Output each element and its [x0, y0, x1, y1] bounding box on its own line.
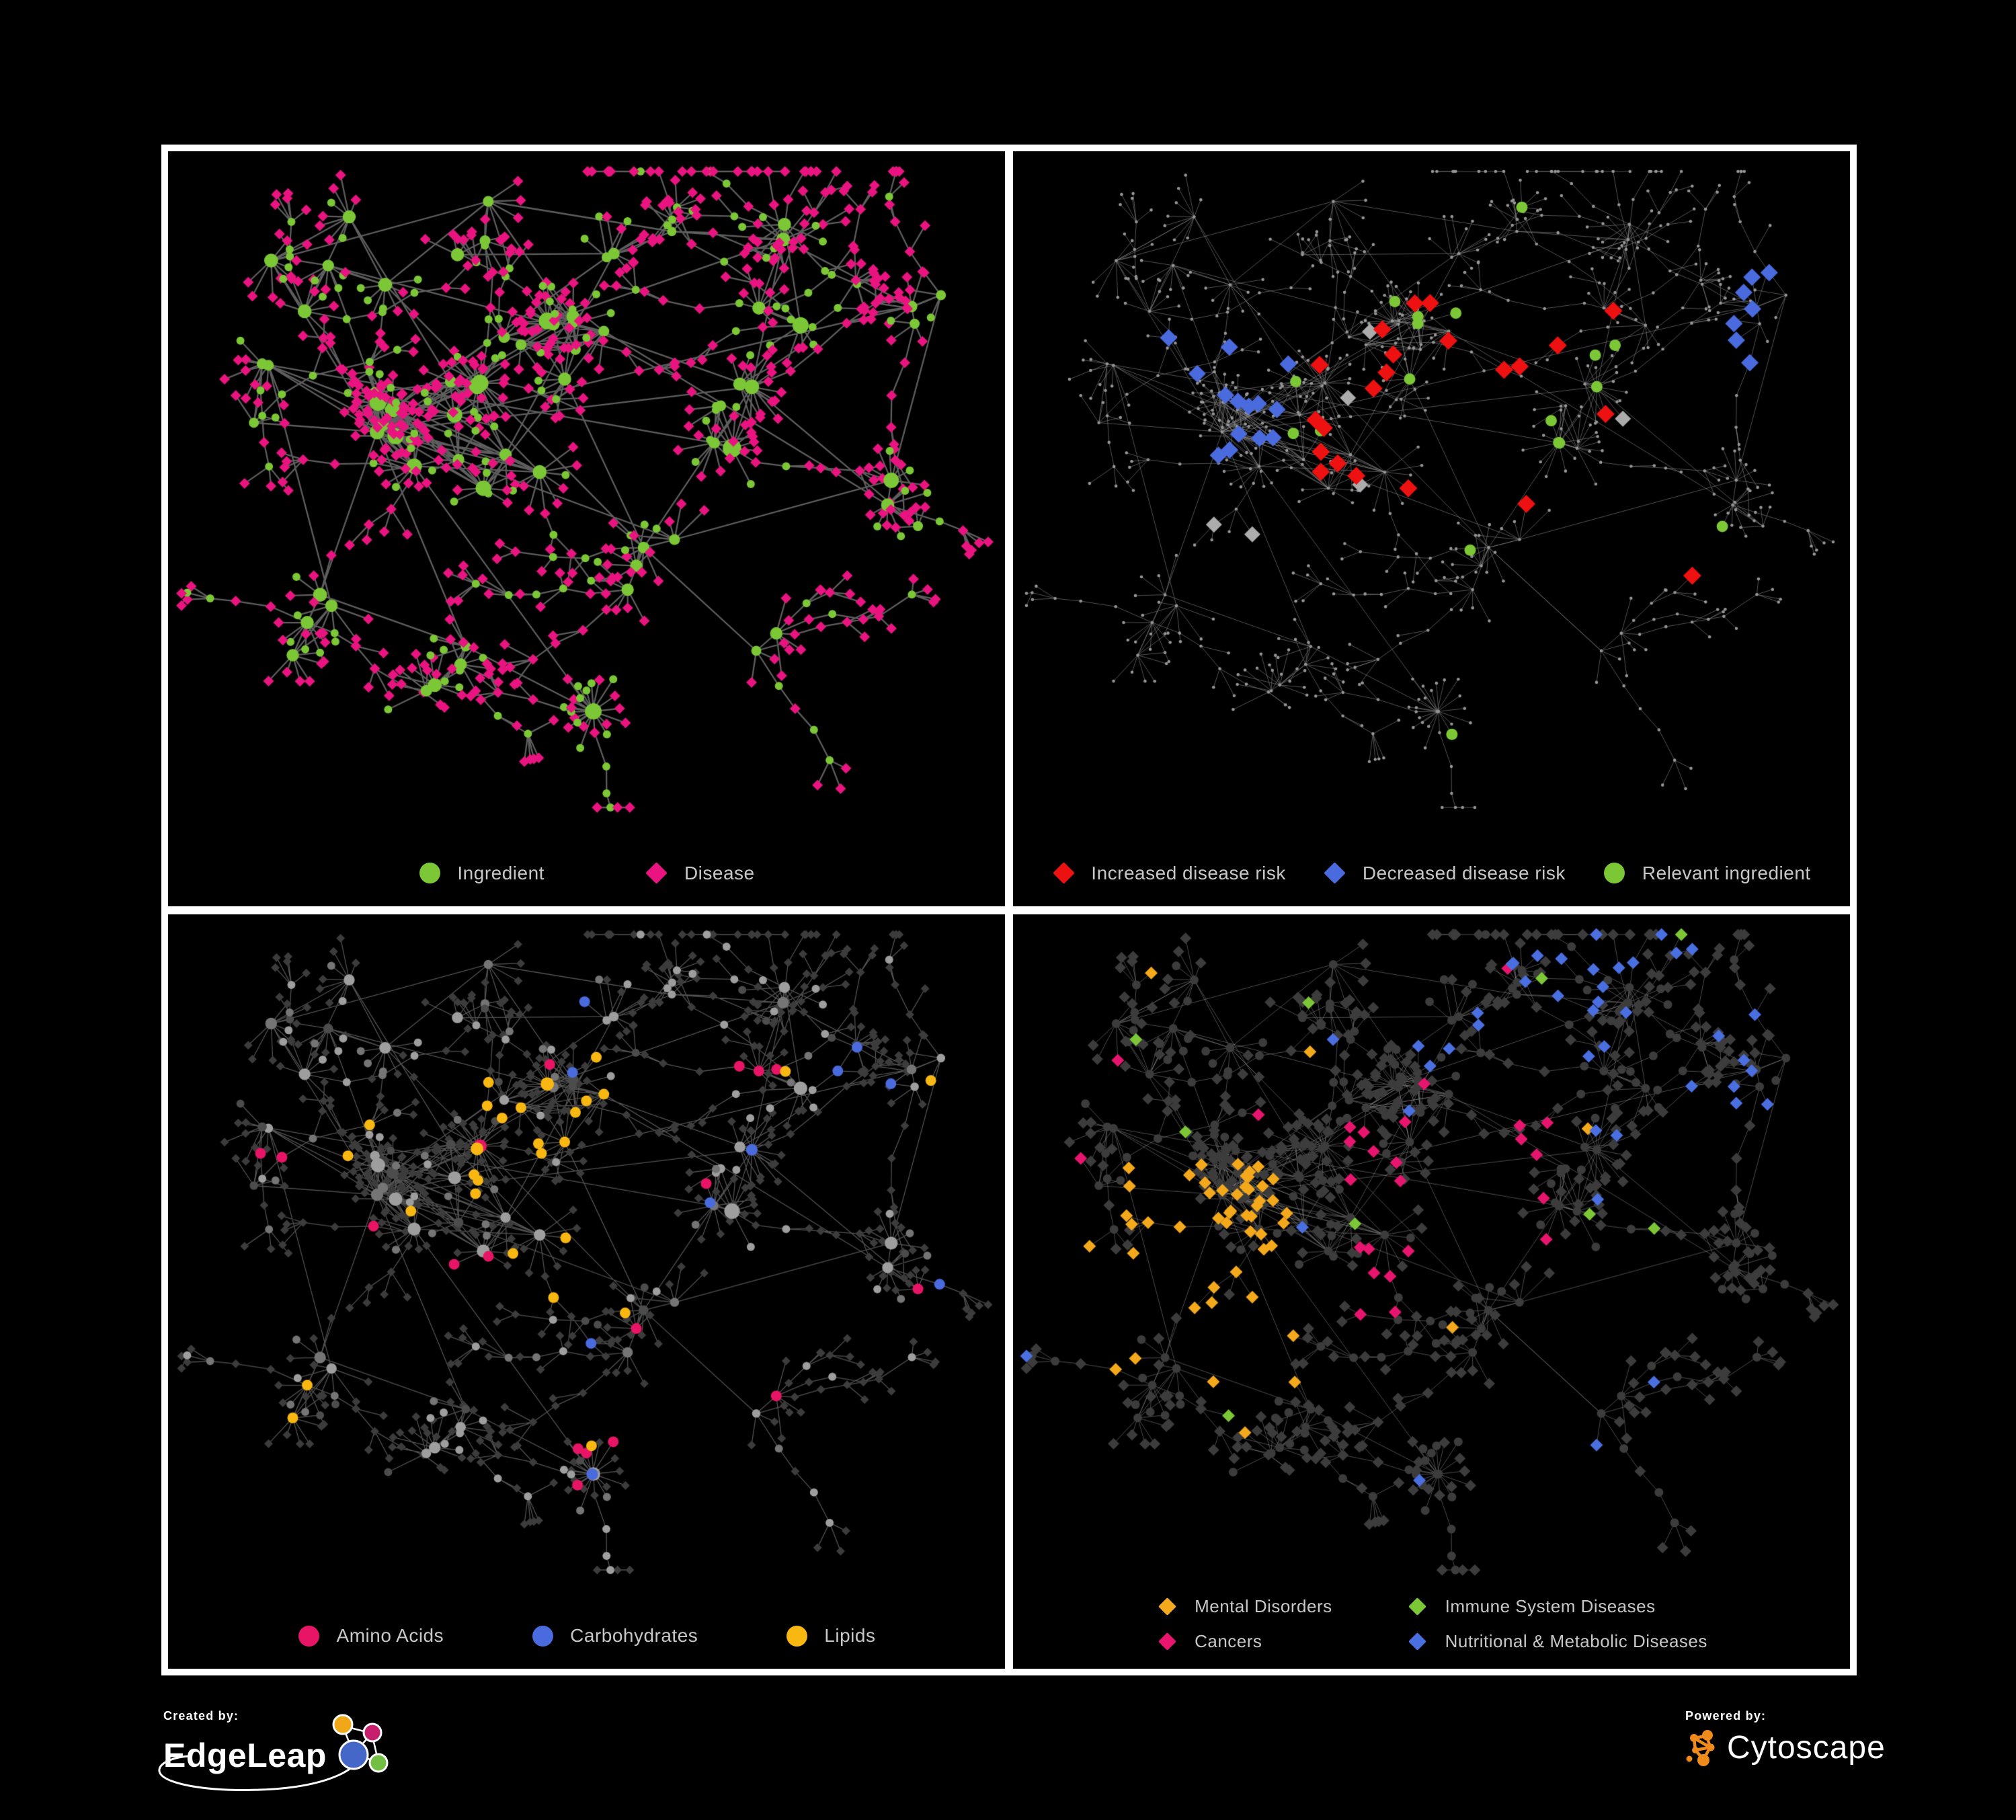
network-canvas-ingredient-disease — [168, 151, 1005, 906]
mental-disorders-swatch-icon — [1156, 1595, 1178, 1618]
edgeleap-swoosh-icon — [158, 1750, 362, 1791]
carbohydrates-swatch-icon — [531, 1624, 554, 1647]
network-canvas-nutrient-classes — [168, 914, 1005, 1669]
lipids-swatch-icon — [785, 1624, 808, 1647]
diamond-swatch-shape — [1158, 1632, 1176, 1651]
legend-item-increased-disease-risk: Increased disease risk — [1052, 862, 1286, 885]
diamond-swatch-shape — [1324, 862, 1346, 884]
circle-swatch-shape — [786, 1625, 807, 1647]
legend-label-cancers: Cancers — [1195, 1630, 1262, 1651]
legend-item-mental-disorders: Mental Disorders — [1156, 1595, 1332, 1618]
figure-frame: Ingredient Disease Increased disease risk… — [161, 145, 1857, 1675]
legend-nutrient-classes: Amino Acids Carbohydrates Lipids — [168, 1624, 1005, 1647]
relevant-ingredient-swatch-icon — [1603, 862, 1626, 885]
legend-ingredient-disease: Ingredient Disease — [168, 862, 1005, 885]
cytoscape-logo-icon — [1686, 1730, 1715, 1766]
circle-swatch-shape — [1604, 863, 1625, 883]
legend-label-decreased-disease-risk: Decreased disease risk — [1362, 862, 1566, 883]
legend-item-amino-acids: Amino Acids — [298, 1624, 444, 1647]
legend-label-mental-disorders: Mental Disorders — [1195, 1595, 1332, 1616]
immune-system-diseases-swatch-icon — [1406, 1595, 1429, 1618]
circle-swatch-shape — [298, 1625, 320, 1647]
powered-by-block: Powered by: Cytoscape — [1685, 1709, 1886, 1768]
network-canvas-disease-risk — [1013, 151, 1850, 906]
diamond-swatch-shape — [1053, 862, 1075, 884]
cytoscape-wordmark: Cytoscape — [1727, 1730, 1886, 1766]
increased-disease-risk-swatch-icon — [1052, 862, 1075, 885]
network-canvas-disease-categories — [1013, 914, 1850, 1669]
legend-item-carbohydrates: Carbohydrates — [531, 1624, 698, 1647]
legend-disease-categories: Mental Disorders Immune System Diseases Ca… — [1013, 1595, 1850, 1653]
edgeleap-wordmark: EdgeLeap — [163, 1737, 327, 1774]
legend-label-carbohydrates: Carbohydrates — [570, 1625, 698, 1646]
panel-nutrient-classes: Amino Acids Carbohydrates Lipids — [168, 914, 1005, 1669]
legend-label-lipids: Lipids — [824, 1625, 876, 1646]
legend-item-cancers: Cancers — [1156, 1630, 1332, 1653]
panel-disease-categories: Mental Disorders Immune System Diseases Ca… — [1013, 914, 1850, 1669]
legend-disease-risk: Increased disease risk Decreased disease … — [1013, 862, 1850, 885]
legend-label-disease: Disease — [684, 862, 755, 883]
cancers-swatch-icon — [1156, 1630, 1178, 1653]
nutritional-metabolic-diseases-swatch-icon — [1406, 1630, 1429, 1653]
legend-label-ingredient: Ingredient — [457, 862, 545, 883]
ingredient-swatch-icon — [418, 862, 441, 885]
panel-ingredient-disease: Ingredient Disease — [168, 151, 1005, 906]
legend-label-relevant-ingredient: Relevant ingredient — [1642, 862, 1811, 883]
legend-label-amino-acids: Amino Acids — [336, 1625, 444, 1646]
legend-label-nutritional-metabolic-diseases: Nutritional & Metabolic Diseases — [1445, 1630, 1707, 1651]
legend-item-relevant-ingredient: Relevant ingredient — [1603, 862, 1811, 885]
diamond-swatch-shape — [645, 862, 668, 884]
legend-item-disease: Disease — [645, 862, 755, 885]
diamond-swatch-shape — [1408, 1597, 1427, 1616]
legend-item-immune-system-diseases: Immune System Diseases — [1406, 1595, 1707, 1618]
panel-disease-risk: Increased disease risk Decreased disease … — [1013, 151, 1850, 906]
powered-by-label: Powered by: — [1685, 1709, 1767, 1723]
amino-acids-swatch-icon — [298, 1624, 321, 1647]
legend-item-decreased-disease-risk: Decreased disease risk — [1324, 862, 1566, 885]
disease-swatch-icon — [645, 862, 668, 885]
legend-label-increased-disease-risk: Increased disease risk — [1091, 862, 1286, 883]
legend-item-ingredient: Ingredient — [418, 862, 545, 885]
legend-label-immune-system-diseases: Immune System Diseases — [1445, 1595, 1656, 1616]
decreased-disease-risk-swatch-icon — [1324, 862, 1346, 885]
circle-swatch-shape — [419, 863, 440, 883]
created-by-label: Created by: — [163, 1709, 239, 1723]
created-by-block: Created by: EdgeLeap — [158, 1709, 393, 1791]
diamond-swatch-shape — [1158, 1597, 1176, 1616]
diamond-swatch-shape — [1408, 1632, 1427, 1651]
circle-swatch-shape — [532, 1625, 553, 1647]
legend-item-nutritional-metabolic-diseases: Nutritional & Metabolic Diseases — [1406, 1630, 1707, 1653]
edgeleap-logo-icon — [332, 1714, 389, 1773]
legend-item-lipids: Lipids — [785, 1624, 875, 1647]
